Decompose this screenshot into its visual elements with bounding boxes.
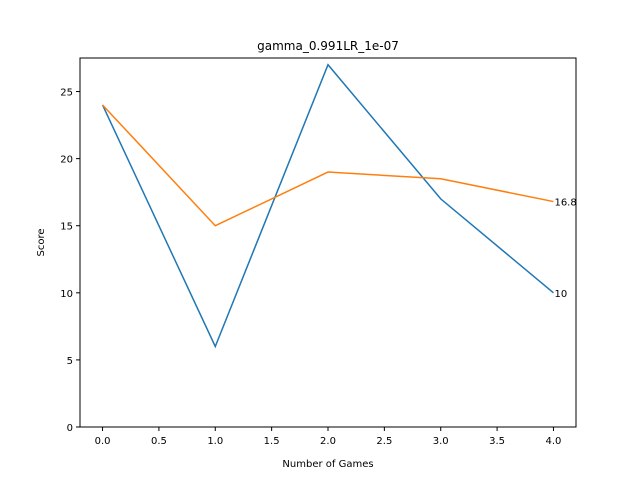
x-tick-label: 2.5 <box>376 436 392 447</box>
y-tick-label: 0 <box>67 423 73 434</box>
plot-area: 0.0 0.5 1.0 1.5 2.0 2.5 3.0 3.5 4.0 0 5 10 15 20 25 10 1… <box>60 63 577 447</box>
y-tick-label: 25 <box>60 88 73 99</box>
x-tick-label: 1.0 <box>207 436 223 447</box>
y-axis-label: Score <box>36 228 47 256</box>
series-end-label-2: 16.8 <box>554 198 576 209</box>
series-end-label-1: 10 <box>554 289 567 300</box>
x-tick-label: 0.0 <box>95 436 111 447</box>
plot-frame <box>79 57 577 428</box>
x-tick-label: 2.0 <box>320 436 336 447</box>
series-line-2 <box>102 104 554 227</box>
x-tick-label: 0.5 <box>151 436 167 447</box>
x-axis-label: Number of Games <box>282 459 373 470</box>
y-tick-label: 15 <box>60 222 73 233</box>
y-tick-label: 5 <box>67 356 73 367</box>
series-line-1 <box>101 63 554 349</box>
x-tick-label: 4.0 <box>546 436 562 447</box>
x-tick-label: 1.5 <box>264 436 280 447</box>
y-tick-label: 10 <box>60 289 73 300</box>
x-tick-label: 3.5 <box>489 436 505 447</box>
x-tick-label: 3.0 <box>433 436 449 447</box>
chart-title: gamma_0.991LR_1e-07 <box>257 39 399 53</box>
y-tick-label: 20 <box>60 155 73 166</box>
